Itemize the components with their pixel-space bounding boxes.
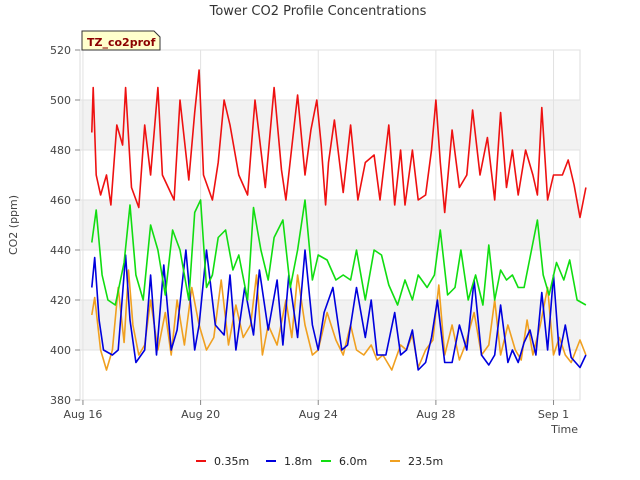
y-axis-ticks: 380 400 420 440 460 480 500 520 <box>50 44 80 407</box>
series-line-23.5m <box>91 269 587 371</box>
site-label: TZ_co2prof <box>87 36 156 49</box>
x-tick-label: Aug 24 <box>299 408 338 421</box>
x-tick-label: Aug 28 <box>416 408 455 421</box>
y-tick-label: 420 <box>50 294 71 307</box>
y-tick-label: 440 <box>50 244 71 257</box>
series-line-6.0m <box>91 199 587 306</box>
y-tick-label: 400 <box>50 344 71 357</box>
site-label-box: TZ_co2prof <box>81 30 161 51</box>
y-tick-label: 460 <box>50 194 71 207</box>
x-axis-title: Time <box>550 423 578 436</box>
y-axis-title: CO2 (ppm) <box>7 195 20 255</box>
x-tick-label: Aug 20 <box>181 408 220 421</box>
y-tick-label: 480 <box>50 144 71 157</box>
x-axis-ticks: Aug 16 Aug 20 Aug 24 Aug 28 Sep 1 <box>63 400 569 421</box>
legend: 0.35m 1.8m 6.0m 23.5m <box>196 455 443 468</box>
x-tick-label: Sep 1 <box>538 408 569 421</box>
legend-label-1.8m: 1.8m <box>284 455 312 468</box>
legend-label-23.5m: 23.5m <box>408 455 443 468</box>
y-tick-label: 520 <box>50 44 71 57</box>
series-line-1.8m <box>91 249 587 371</box>
grid-band <box>80 200 580 250</box>
y-tick-label: 380 <box>50 394 71 407</box>
legend-label-6.0m: 6.0m <box>339 455 367 468</box>
chart-title: Tower CO2 Profile Concentrations <box>209 4 427 19</box>
series-line-0.35m <box>91 69 587 219</box>
x-tick-label: Aug 16 <box>63 408 102 421</box>
legend-label-0.35m: 0.35m <box>214 455 249 468</box>
grid-bands <box>80 100 580 350</box>
series-layer <box>91 69 587 371</box>
grid-band <box>80 100 580 150</box>
y-tick-label: 500 <box>50 94 71 107</box>
